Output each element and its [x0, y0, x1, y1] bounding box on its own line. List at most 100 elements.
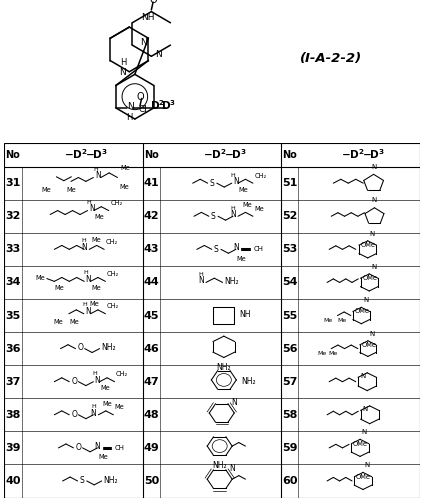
Text: S: S — [214, 245, 219, 254]
Text: Me: Me — [242, 202, 252, 208]
Text: Me: Me — [98, 454, 108, 460]
Text: Me: Me — [114, 404, 124, 410]
Text: NH₂: NH₂ — [217, 363, 231, 372]
Text: N: N — [372, 198, 377, 203]
Text: N: N — [233, 243, 239, 252]
Text: N: N — [86, 275, 91, 284]
Text: OMe: OMe — [356, 474, 371, 480]
Text: OMe: OMe — [361, 242, 376, 248]
Text: O: O — [137, 92, 145, 102]
Text: 35: 35 — [6, 310, 21, 320]
Text: 34: 34 — [5, 278, 21, 287]
Text: OMe: OMe — [362, 342, 377, 347]
Text: 38: 38 — [5, 410, 21, 420]
Text: CH₂: CH₂ — [110, 200, 123, 206]
Text: Me: Me — [337, 318, 346, 324]
Text: CH₂: CH₂ — [107, 303, 119, 309]
Text: 41: 41 — [143, 178, 159, 188]
Text: Me: Me — [100, 385, 110, 391]
Text: 45: 45 — [144, 310, 159, 320]
Text: 39: 39 — [5, 443, 21, 453]
Text: 50: 50 — [144, 476, 159, 486]
Text: CH₂: CH₂ — [106, 238, 118, 244]
Text: D: D — [162, 101, 171, 111]
Text: 40: 40 — [5, 476, 21, 486]
Text: N: N — [140, 38, 147, 48]
Text: $\mathbf{-D^2\!\!-\!\!D^3}$: $\mathbf{-D^2\!\!-\!\!D^3}$ — [341, 148, 385, 162]
Text: N: N — [365, 462, 370, 468]
Text: H: H — [231, 206, 235, 210]
Text: 33: 33 — [6, 244, 21, 254]
Text: N: N — [85, 308, 91, 316]
Text: Me: Me — [54, 285, 64, 291]
Text: 47: 47 — [143, 376, 159, 386]
Text: Me: Me — [238, 186, 248, 192]
Text: (I-A-2-2): (I-A-2-2) — [300, 52, 362, 64]
Text: 32: 32 — [5, 212, 21, 222]
Text: 42: 42 — [143, 212, 159, 222]
Text: 44: 44 — [143, 278, 159, 287]
Text: H: H — [93, 167, 98, 172]
Text: N: N — [95, 171, 101, 180]
Text: N: N — [95, 376, 100, 385]
Text: $\mathbf{-D^2\!\!-\!\!D^3}$: $\mathbf{-D^2\!\!-\!\!D^3}$ — [64, 148, 108, 162]
Text: 51: 51 — [282, 178, 297, 188]
Text: N: N — [371, 264, 376, 270]
Text: 60: 60 — [282, 476, 298, 486]
Text: N: N — [119, 68, 126, 77]
Text: N: N — [198, 276, 204, 285]
Text: NH₂: NH₂ — [212, 461, 227, 470]
Text: H: H — [86, 200, 91, 205]
Text: CH₂: CH₂ — [116, 371, 128, 377]
Text: 43: 43 — [144, 244, 159, 254]
Text: Cl: Cl — [139, 106, 148, 114]
Text: O: O — [71, 410, 77, 420]
Text: OMe: OMe — [362, 275, 377, 281]
Text: 53: 53 — [282, 244, 297, 254]
Text: N: N — [95, 442, 100, 450]
Text: Me: Me — [92, 285, 102, 291]
Text: 56: 56 — [282, 344, 298, 353]
Text: 37: 37 — [5, 376, 21, 386]
Text: S: S — [210, 178, 215, 188]
Text: H: H — [120, 58, 127, 67]
Text: N: N — [360, 373, 365, 379]
Text: Me: Me — [237, 256, 246, 262]
Text: D: D — [151, 101, 160, 111]
Text: Me: Me — [120, 165, 130, 171]
Text: 3: 3 — [169, 100, 174, 105]
Text: NH₂: NH₂ — [241, 377, 256, 386]
Text: Me: Me — [36, 275, 45, 281]
Text: $\mathbf{-D^2\!\!-\!\!D^3}$: $\mathbf{-D^2\!\!-\!\!D^3}$ — [203, 148, 247, 162]
Text: N: N — [363, 406, 368, 412]
Text: Me: Me — [103, 401, 112, 407]
Text: Me: Me — [66, 188, 76, 194]
Text: H: H — [82, 238, 86, 243]
Text: 46: 46 — [143, 344, 159, 353]
Text: H: H — [91, 404, 96, 409]
Text: O: O — [71, 377, 77, 386]
Text: Me: Me — [318, 352, 327, 356]
Text: 48: 48 — [143, 410, 159, 420]
Text: Me: Me — [41, 188, 51, 194]
Text: N: N — [156, 50, 162, 58]
Text: OMe: OMe — [353, 440, 368, 446]
Text: OMe: OMe — [355, 308, 370, 314]
Text: Me: Me — [329, 352, 338, 356]
Text: N: N — [362, 429, 367, 435]
Text: S: S — [211, 212, 216, 221]
Text: O: O — [150, 0, 157, 4]
Text: No: No — [6, 150, 20, 160]
Text: 55: 55 — [282, 310, 297, 320]
Text: Me: Me — [92, 237, 101, 243]
Text: 52: 52 — [282, 212, 297, 222]
Text: NH: NH — [142, 13, 155, 22]
Text: N: N — [81, 243, 87, 252]
Text: N: N — [233, 178, 239, 186]
Text: NH: NH — [239, 310, 251, 319]
Text: Me: Me — [53, 318, 63, 324]
Text: Me: Me — [119, 184, 129, 190]
Text: H: H — [198, 272, 204, 277]
Text: CH: CH — [254, 246, 263, 252]
Text: Me: Me — [69, 318, 79, 324]
